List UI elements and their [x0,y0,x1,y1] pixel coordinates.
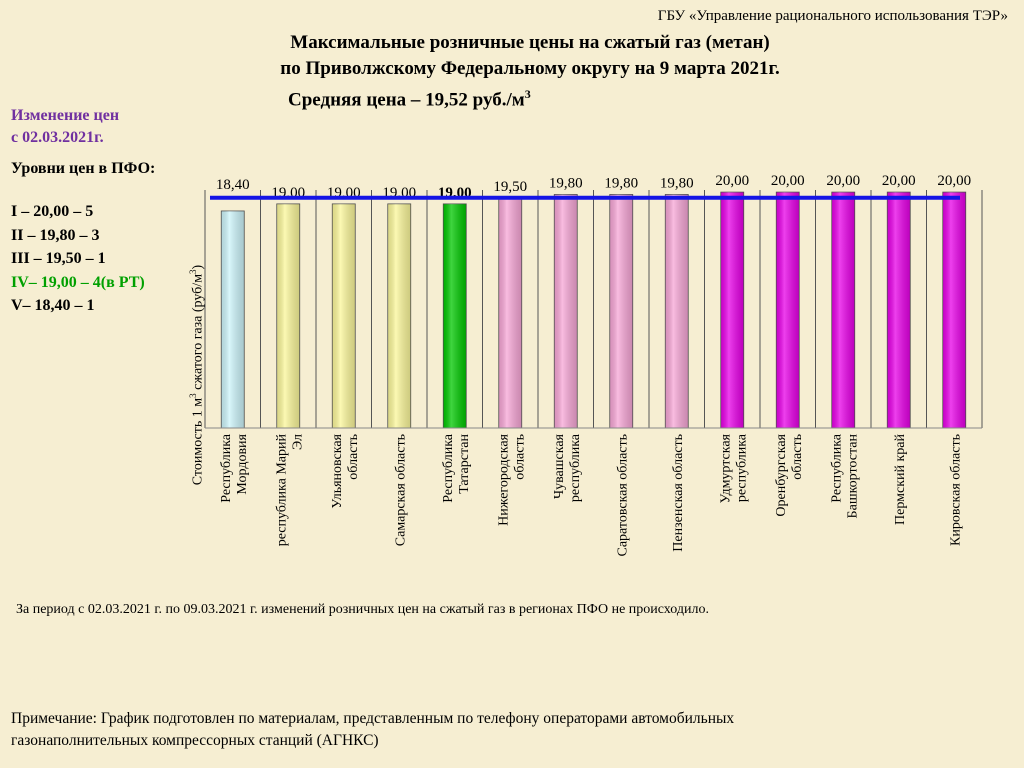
category-label: республика Марий Эл [274,434,305,547]
category-label: Самарская область [393,434,408,546]
category-label: Удмуртская республика [718,433,749,503]
bar-shade [776,192,800,428]
grid-lines [204,190,983,428]
bar-shade [942,192,966,428]
category-label-line: Республика [441,433,456,503]
chart-title-line1: Максимальные розничные цены на сжатый га… [290,32,770,53]
category-label-line: Мордовия [235,433,250,494]
value-label: 20,00 [937,173,971,189]
organization-name: ГБУ «Управление рационального использова… [657,8,1008,24]
bars [220,191,967,429]
category-label-line: Республика [829,433,844,503]
category-label: Кировская область [948,434,963,546]
category-label: Оренбургская область [774,433,805,516]
value-label: 19,50 [493,179,527,195]
bar-shade [443,203,467,428]
category-label-line: Чувашская [552,433,567,499]
bar-shade [221,210,245,428]
price-change-note: Изменение цен с 02.03.2021г. [11,105,119,149]
bar-shade [498,197,522,428]
value-label: 20,00 [771,173,805,189]
value-label: 19,80 [604,175,638,191]
category-label-line: Башкортостан [845,433,860,518]
category-label: Чувашская республика [552,433,583,502]
bar-shade [665,194,689,428]
footnote-line2: газонаполнительных компрессорных станций… [11,732,379,749]
category-label: Ульяновская область [330,433,361,508]
category-label-line: республика Марий [274,434,289,547]
change-line2: с 02.03.2021г. [11,129,104,146]
level-item: III – 19,50 – 1 [11,250,106,267]
category-label-line: Удмуртская [718,433,733,503]
bar-shade [332,203,356,428]
value-label: 20,00 [882,173,916,189]
category-label: Пензенская область [671,434,686,552]
category-label: Республика Башкортостан [829,433,860,518]
category-label-line: область [790,434,805,480]
period-note: За период с 02.03.2021 г. по 09.03.2021 … [16,602,709,617]
category-label-line: область [512,434,527,480]
category-label: Пермский край [893,433,908,524]
bar-shade [276,203,300,428]
category-label-line: Республика [219,433,234,503]
value-label: 19,80 [549,175,583,191]
bar-shade [609,194,633,428]
category-label: Республика Мордовия [219,433,250,503]
category-label-line: область [346,434,361,480]
bar-chart: 18,40 19,00 19,00 19,00 19,00 19,50 19,80 19,80… [204,173,983,557]
category-label-line: Эл [290,434,305,450]
change-line1: Изменение цен [11,107,120,124]
category-label-line: Саратовская область [615,434,630,557]
level-item: V– 18,40 – 1 [11,297,95,314]
bar-shade [554,194,578,428]
bar-shade [720,192,744,428]
average-price: Средняя цена – 19,52 руб./м3 [288,87,531,111]
category-label-line: Самарская область [393,434,408,546]
category-label-line: Нижегородская [496,433,511,525]
category-label-line: Татарстан [457,434,472,494]
bar-shade [831,192,855,428]
category-label-line: Кировская область [948,434,963,546]
levels-list: I – 20,00 – 5 II – 19,80 – 3 III – 19,50… [11,200,145,318]
category-labels: Республика Мордовия республика Марий Эл Улья… [219,433,964,556]
category-label-line: республика [568,433,583,502]
level-item: II – 19,80 – 3 [11,226,100,244]
levels-title: Уровни цен в ПФО: [11,160,156,177]
value-label: 18,40 [216,177,250,193]
chart-title-line2: по Приволжскому Федеральному округу на 9… [280,58,780,79]
value-label: 19,80 [660,175,694,191]
footnote-line1: Примечание: График подготовлен по матери… [11,710,735,727]
category-label: Нижегородская область [496,433,527,525]
category-label: Саратовская область [615,434,630,557]
bar-shade [887,192,911,428]
category-label-line: Ульяновская [330,433,345,508]
bar-shade [387,203,411,428]
category-label: Республика Татарстан [441,433,472,503]
category-label-line: республика [734,433,749,502]
category-label-line: Пермский край [893,433,908,524]
level-item: IV– 19,00 – 4(в РТ) [11,273,145,291]
value-label: 20,00 [715,173,749,189]
category-label-line: Оренбургская [774,433,789,516]
level-item: I – 20,00 – 5 [11,203,94,220]
value-labels: 18,40 19,00 19,00 19,00 19,00 19,50 19,80 19,80… [216,173,971,201]
category-label-line: Пензенская область [671,434,686,552]
footnote: Примечание: График подготовлен по матери… [11,708,734,752]
value-label: 20,00 [826,173,860,189]
